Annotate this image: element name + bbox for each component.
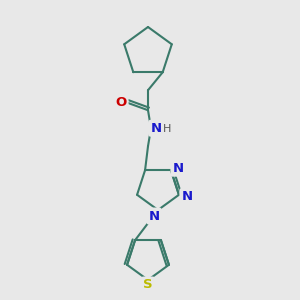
Text: N: N [150,122,162,135]
Text: N: N [182,190,193,203]
Text: N: N [172,162,184,175]
Text: N: N [148,209,160,223]
Text: S: S [143,278,153,292]
Text: H: H [163,124,171,134]
Text: O: O [116,96,127,109]
